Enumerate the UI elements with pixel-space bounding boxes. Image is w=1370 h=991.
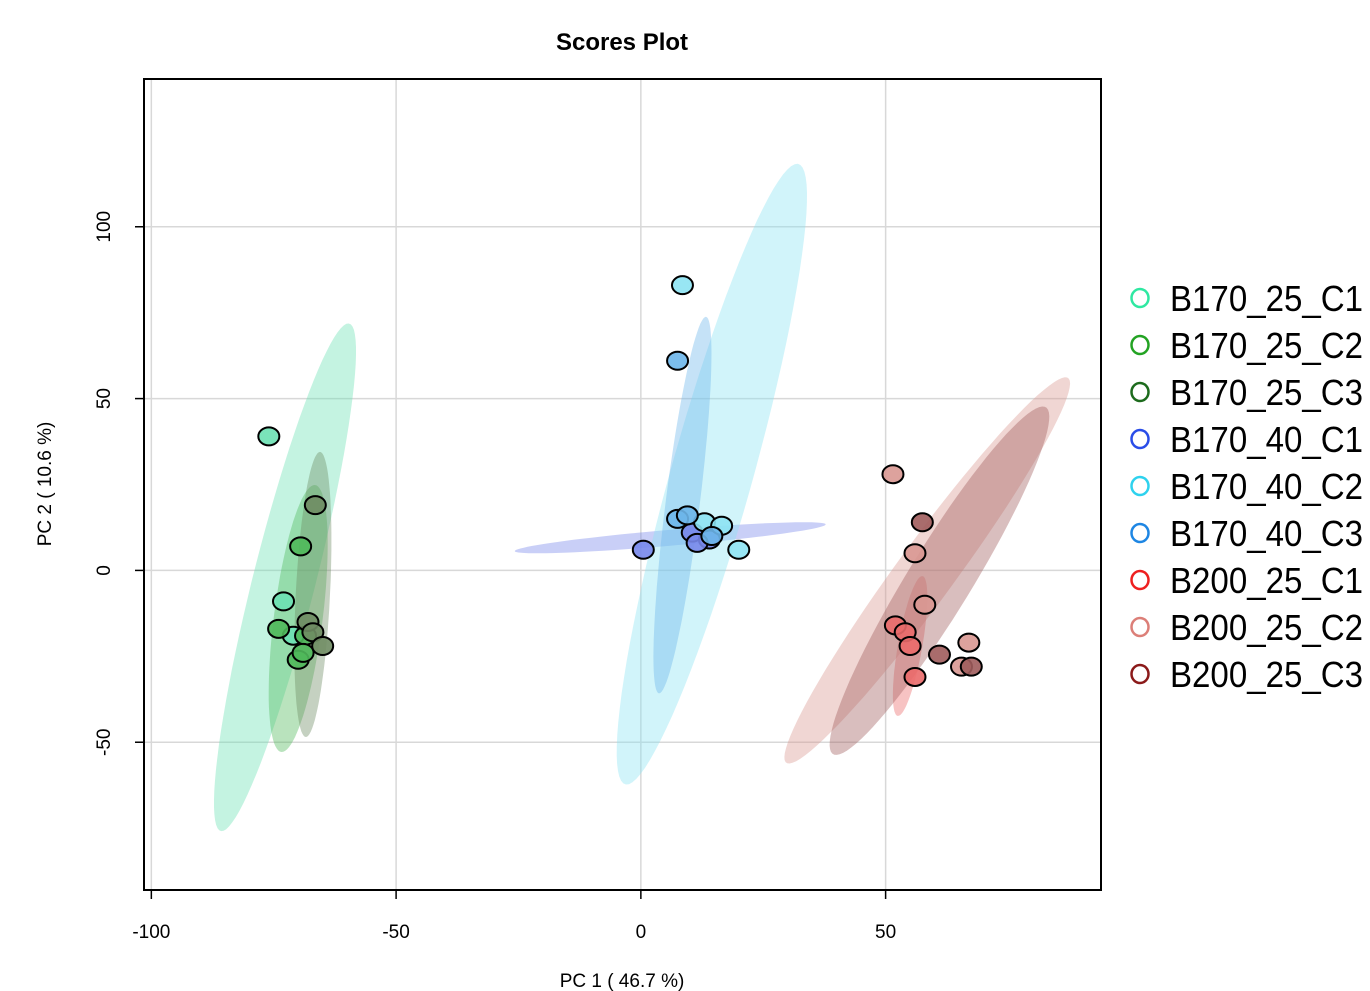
legend-marker xyxy=(1130,428,1150,450)
ellipse-b200-25-c3 xyxy=(829,406,1050,755)
legend-label: B170_25_C2 xyxy=(1170,325,1363,366)
point-b170-25-c3 xyxy=(311,636,335,657)
x-axis-label: PC 1 ( 46.7 %) xyxy=(560,971,685,991)
legend-marker xyxy=(1130,287,1150,309)
legend-marker xyxy=(1130,522,1150,544)
legend-label: B200_25_C1 xyxy=(1170,560,1363,601)
legend-label: B170_40_C2 xyxy=(1170,466,1363,507)
x-tick-label: 50 xyxy=(875,922,896,943)
point-b170-25-c3 xyxy=(303,495,327,516)
legend-marker xyxy=(1130,381,1150,403)
point-b170-40-c3 xyxy=(675,505,699,526)
point-b170-25-c2 xyxy=(291,642,315,663)
y-tick-label: 50 xyxy=(94,388,115,409)
legend: B170_25_C1 B170_25_C2 B170_25_C3 B170_40_C1… xyxy=(1130,278,1363,695)
y-axis-label: PC 2 ( 10.6 %) xyxy=(35,422,56,547)
point-b170-25-c2 xyxy=(267,618,291,639)
ellipse-b200-25-c2 xyxy=(784,377,1071,764)
legend-label: B170_25_C3 xyxy=(1170,372,1363,413)
point-b170-40-c3 xyxy=(700,526,724,547)
axes: -100 -50 0 50 100 50 0 -50 xyxy=(94,211,896,943)
x-tick-label: -100 xyxy=(132,922,170,943)
ellipse-b170-25-c1 xyxy=(214,323,356,832)
point-b170-40-c2 xyxy=(727,539,751,560)
point-b170-25-c1 xyxy=(257,426,281,447)
legend-label: B200_25_C2 xyxy=(1170,607,1363,648)
point-b200-25-c2 xyxy=(913,594,937,615)
ellipse-b170-40-c2 xyxy=(616,163,807,785)
point-b170-40-c1 xyxy=(631,539,655,560)
x-tick-label: -50 xyxy=(382,922,409,943)
y-tick-label: 100 xyxy=(94,211,115,243)
x-tick-label: 0 xyxy=(636,922,647,943)
legend-label: B170_40_C1 xyxy=(1170,419,1363,460)
point-b200-25-c3 xyxy=(910,512,934,533)
y-tick-label: 0 xyxy=(94,565,115,576)
point-b200-25-c1 xyxy=(898,636,922,657)
point-b170-25-c1 xyxy=(272,591,296,612)
point-b200-25-c2 xyxy=(881,464,905,485)
point-b200-25-c3 xyxy=(927,644,951,665)
point-b200-25-c2 xyxy=(903,543,927,564)
legend-label: B170_40_C3 xyxy=(1170,513,1363,554)
legend-marker xyxy=(1130,663,1150,685)
point-b170-40-c3 xyxy=(666,350,690,371)
point-b200-25-c3 xyxy=(959,656,983,677)
legend-marker xyxy=(1130,616,1150,638)
gridlines xyxy=(144,79,1101,890)
point-b170-40-c2 xyxy=(670,275,694,296)
point-b170-25-c2 xyxy=(289,536,313,557)
legend-marker xyxy=(1130,334,1150,356)
legend-label: B170_25_C1 xyxy=(1170,278,1363,319)
y-tick-label: -50 xyxy=(94,728,115,755)
score-points xyxy=(257,275,983,687)
point-b200-25-c2 xyxy=(957,632,981,653)
ellipse-b170-40-c1 xyxy=(514,522,826,554)
ellipse-b170-40-c3 xyxy=(653,316,712,694)
confidence-ellipses xyxy=(214,163,1071,832)
legend-label: B200_25_C3 xyxy=(1170,654,1363,695)
legend-marker xyxy=(1130,569,1150,591)
chart-title: Scores Plot xyxy=(556,29,688,56)
point-b200-25-c1 xyxy=(903,666,927,687)
legend-marker xyxy=(1130,475,1150,497)
